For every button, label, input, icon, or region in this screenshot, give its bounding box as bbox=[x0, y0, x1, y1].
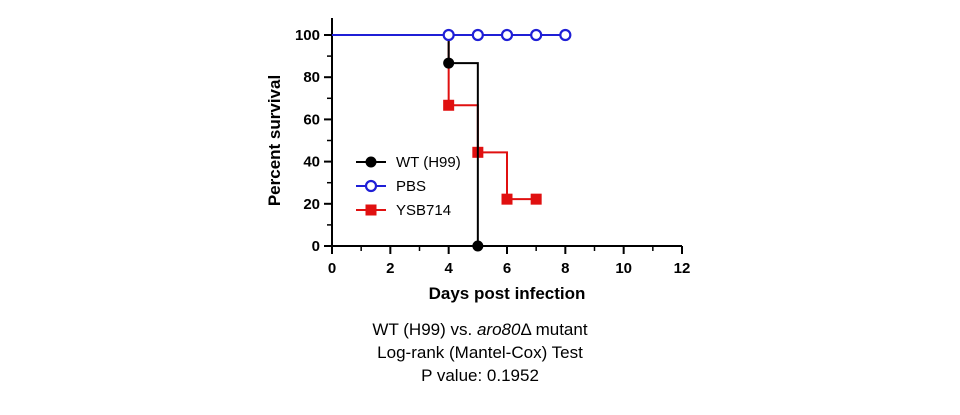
series-line-2 bbox=[332, 34, 537, 201]
x-tick-label: 0 bbox=[328, 260, 336, 277]
legend-marker bbox=[365, 204, 377, 216]
series-point-2 bbox=[530, 193, 542, 205]
series-point-2 bbox=[501, 193, 513, 205]
series-point-0 bbox=[472, 240, 484, 252]
x-tick-label: 2 bbox=[386, 260, 394, 277]
x-axis-title: Days post infection bbox=[429, 284, 586, 303]
caption-p-value: P value: 0.1952 bbox=[421, 366, 539, 385]
series-point-0 bbox=[443, 57, 455, 69]
caption-comparison-prefix: WT (H99) vs. bbox=[372, 320, 477, 339]
caption-gene-name: aro80 bbox=[476, 320, 521, 339]
legend-label: PBS bbox=[396, 178, 426, 195]
y-tick-label: 40 bbox=[303, 154, 320, 171]
x-tick-label: 8 bbox=[561, 260, 569, 277]
y-tick-label: 20 bbox=[303, 196, 320, 213]
legend-label: YSB714 bbox=[396, 202, 451, 219]
y-tick-label: 0 bbox=[312, 238, 320, 255]
caption-line-comparison: WT (H99) vs. aro80Δ mutant bbox=[0, 318, 960, 341]
x-tick-label: 10 bbox=[615, 260, 632, 277]
series-point-1 bbox=[442, 28, 455, 42]
chart-caption: WT (H99) vs. aro80Δ mutant Log-rank (Man… bbox=[0, 318, 960, 387]
legend-marker bbox=[364, 179, 378, 193]
series-point-1 bbox=[530, 28, 543, 42]
x-tick-label: 12 bbox=[674, 260, 691, 277]
caption-test-name: Log-rank (Mantel-Cox) Test bbox=[377, 343, 583, 362]
chart-svg: 0 2 4 6 8 10 12 0 20 40 60 80 100 Days post infection… bbox=[265, 18, 691, 303]
series-point-1 bbox=[559, 28, 572, 42]
legend-label: WT (H99) bbox=[396, 154, 461, 171]
caption-comparison-suffix: Δ mutant bbox=[520, 320, 588, 339]
survival-chart: 0 2 4 6 8 10 12 0 20 40 60 80 100 Days post infection… bbox=[265, 18, 691, 303]
y-tick-label: 80 bbox=[303, 69, 320, 86]
x-tick-label: 6 bbox=[503, 260, 511, 277]
x-tick-label: 4 bbox=[444, 260, 453, 277]
series-point-1 bbox=[500, 28, 514, 42]
legend-marker bbox=[365, 156, 377, 168]
series-point-2 bbox=[443, 99, 455, 111]
series-point-1 bbox=[471, 28, 484, 42]
y-tick-label: 60 bbox=[303, 111, 320, 128]
y-tick-label: 100 bbox=[295, 27, 320, 44]
y-axis-title: Percent survival bbox=[265, 75, 284, 206]
